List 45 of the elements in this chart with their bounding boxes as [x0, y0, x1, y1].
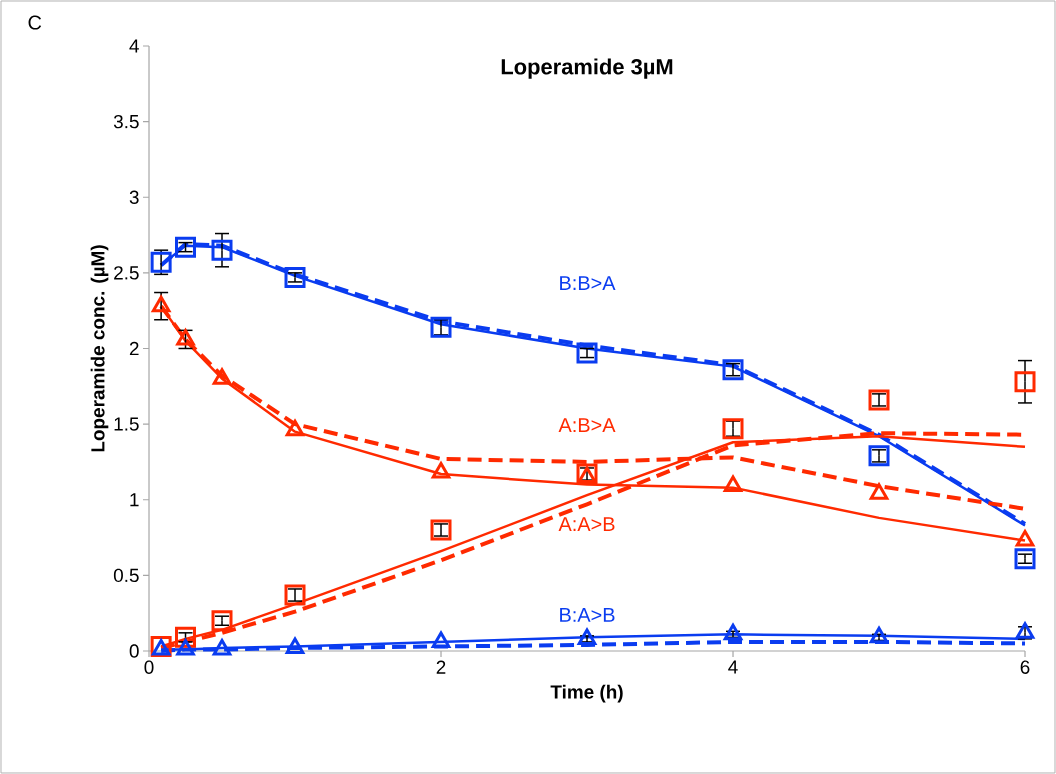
y-tick-label: 3.5 [113, 114, 139, 129]
x-tick-label: 6 [1020, 660, 1030, 674]
point [211, 239, 233, 261]
point [212, 368, 232, 385]
point [723, 475, 743, 493]
y-tick-label: 0 [129, 644, 139, 658]
text: A:B>A [558, 418, 616, 432]
x-tick-label: 2 [436, 660, 446, 674]
series-label: B:A>B [560, 608, 615, 622]
y-tick-label: 4 [129, 39, 139, 53]
y-tick-label: 1 [130, 493, 139, 507]
point [869, 483, 889, 500]
text: Loperamide 3µM [501, 58, 673, 79]
point [176, 638, 195, 656]
x-tick-label: 4 [728, 660, 738, 674]
point [431, 462, 451, 479]
y-tick-label: 1.5 [114, 417, 139, 431]
point [285, 419, 305, 437]
point [175, 236, 197, 258]
text: C [28, 15, 42, 30]
point [869, 626, 889, 644]
point [1015, 622, 1035, 639]
point [284, 266, 306, 288]
y-tick-label: 2.5 [114, 266, 139, 280]
point [723, 623, 743, 641]
point [1014, 371, 1036, 393]
y-tick-label: 2 [129, 341, 139, 356]
point [212, 638, 232, 656]
point [176, 328, 195, 346]
point [1015, 530, 1035, 547]
y-axis-title: Loperamide conc. (µM) [90, 245, 109, 452]
x-axis-title: Time (h) [550, 684, 623, 703]
point [576, 342, 598, 364]
point [1014, 548, 1036, 570]
series-label: A:A>B [558, 517, 615, 531]
text: B:B>A [560, 276, 616, 290]
point [151, 295, 171, 313]
point [285, 637, 305, 654]
point [211, 610, 233, 632]
point [577, 628, 597, 645]
y-tick-label: 0.5 [113, 568, 139, 583]
y-tick-label: 3 [129, 190, 139, 204]
point [175, 626, 197, 648]
point [431, 631, 451, 648]
x-tick-label: 0 [144, 660, 154, 674]
